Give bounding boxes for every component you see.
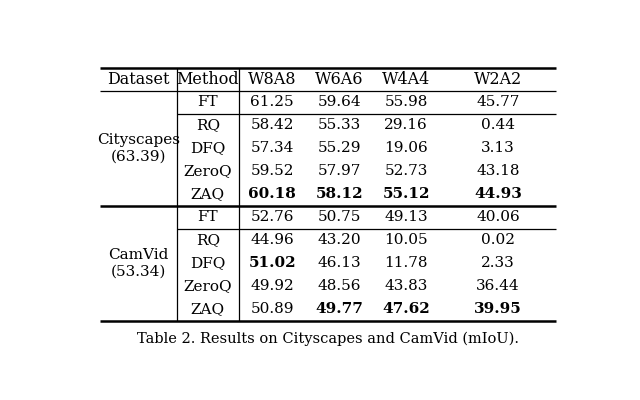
Text: 50.75: 50.75 [317,210,361,224]
Text: 60.18: 60.18 [248,187,296,201]
Text: FT: FT [197,210,218,224]
Text: 19.06: 19.06 [384,141,428,155]
Text: CamVid
(53.34): CamVid (53.34) [108,248,168,278]
Text: 51.02: 51.02 [248,256,296,270]
Text: 2.33: 2.33 [481,256,515,270]
Text: 55.98: 55.98 [385,96,428,110]
Text: W2A2: W2A2 [474,71,522,88]
Text: 58.12: 58.12 [316,187,363,201]
Text: 43.83: 43.83 [385,279,428,293]
Text: 46.13: 46.13 [317,256,361,270]
Text: 49.77: 49.77 [316,302,363,316]
Text: Table 2. Results on Cityscapes and CamVid (mIoU).: Table 2. Results on Cityscapes and CamVi… [137,332,519,346]
Text: 61.25: 61.25 [250,96,294,110]
Text: 49.13: 49.13 [384,210,428,224]
Text: 43.18: 43.18 [476,164,520,178]
Text: 43.20: 43.20 [317,233,361,247]
Text: Dataset: Dataset [107,71,170,88]
Text: 40.06: 40.06 [476,210,520,224]
Text: RQ: RQ [196,118,220,132]
Text: 36.44: 36.44 [476,279,520,293]
Text: 3.13: 3.13 [481,141,515,155]
Text: FT: FT [197,96,218,110]
Text: 29.16: 29.16 [384,118,428,132]
Text: W4A4: W4A4 [382,71,430,88]
Text: 52.76: 52.76 [250,210,294,224]
Text: 59.64: 59.64 [317,96,361,110]
Text: 55.33: 55.33 [317,118,361,132]
Text: 0.44: 0.44 [481,118,515,132]
Text: 45.77: 45.77 [476,96,520,110]
Text: 50.89: 50.89 [250,302,294,316]
Text: ZeroQ: ZeroQ [184,279,232,293]
Text: Method: Method [177,71,239,88]
Text: 49.92: 49.92 [250,279,294,293]
Text: ZAQ: ZAQ [191,187,225,201]
Text: 59.52: 59.52 [250,164,294,178]
Text: RQ: RQ [196,233,220,247]
Text: 47.62: 47.62 [382,302,430,316]
Text: 10.05: 10.05 [384,233,428,247]
Text: W8A8: W8A8 [248,71,296,88]
Text: 55.29: 55.29 [317,141,361,155]
Text: 52.73: 52.73 [385,164,428,178]
Text: 55.12: 55.12 [382,187,430,201]
Text: 57.34: 57.34 [250,141,294,155]
Text: 39.95: 39.95 [474,302,522,316]
Text: DFQ: DFQ [190,256,225,270]
Text: W6A6: W6A6 [315,71,364,88]
Text: DFQ: DFQ [190,141,225,155]
Text: 0.02: 0.02 [481,233,515,247]
Text: 58.42: 58.42 [250,118,294,132]
Text: ZeroQ: ZeroQ [184,164,232,178]
Text: 11.78: 11.78 [385,256,428,270]
Text: 57.97: 57.97 [317,164,361,178]
Text: 44.96: 44.96 [250,233,294,247]
Text: 48.56: 48.56 [317,279,361,293]
Text: Cityscapes
(63.39): Cityscapes (63.39) [97,133,180,164]
Text: ZAQ: ZAQ [191,302,225,316]
Text: 44.93: 44.93 [474,187,522,201]
